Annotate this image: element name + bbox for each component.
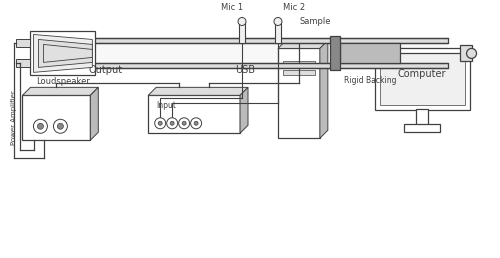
Text: Rigid Backing: Rigid Backing: [344, 76, 396, 85]
Bar: [330, 36, 340, 70]
Circle shape: [54, 119, 68, 133]
Bar: [275, 21, 281, 43]
Polygon shape: [240, 87, 248, 133]
Text: Computer: Computer: [398, 69, 446, 79]
Circle shape: [34, 119, 48, 133]
Text: Input: Input: [156, 101, 176, 110]
Bar: [283, 61, 315, 66]
Circle shape: [178, 118, 190, 129]
Bar: [30, 31, 96, 75]
Bar: [92, 63, 448, 68]
Bar: [380, 53, 464, 105]
Bar: [16, 39, 30, 47]
Circle shape: [154, 118, 166, 129]
Circle shape: [194, 121, 198, 125]
Text: Mic 2: Mic 2: [283, 3, 305, 12]
Circle shape: [466, 49, 476, 58]
Bar: [283, 70, 315, 75]
Text: Sample: Sample: [299, 18, 330, 27]
Circle shape: [158, 121, 162, 125]
Bar: [416, 109, 428, 125]
Bar: [460, 45, 471, 61]
Bar: [16, 59, 30, 67]
Text: Loudspeaker: Loudspeaker: [36, 77, 90, 86]
Bar: [278, 49, 320, 138]
Text: Output: Output: [88, 65, 122, 75]
Circle shape: [182, 121, 186, 125]
Bar: [92, 43, 448, 63]
Circle shape: [166, 118, 177, 129]
Circle shape: [238, 18, 246, 26]
Text: Mic 1: Mic 1: [221, 3, 243, 12]
Text: USB: USB: [235, 65, 255, 75]
Circle shape: [190, 118, 202, 129]
Polygon shape: [44, 44, 92, 62]
Circle shape: [58, 123, 64, 129]
Polygon shape: [22, 87, 99, 95]
Bar: [148, 95, 240, 133]
Circle shape: [38, 123, 44, 129]
Bar: [374, 49, 470, 110]
Circle shape: [274, 18, 282, 26]
Polygon shape: [320, 41, 328, 138]
Bar: [404, 124, 440, 132]
Circle shape: [170, 121, 174, 125]
Polygon shape: [148, 87, 248, 95]
Bar: [92, 38, 448, 43]
Polygon shape: [34, 35, 92, 72]
Polygon shape: [90, 87, 98, 140]
Bar: [340, 43, 400, 63]
Polygon shape: [38, 39, 92, 67]
Text: Power Amplifier: Power Amplifier: [12, 90, 18, 145]
Bar: [239, 21, 245, 43]
Polygon shape: [278, 41, 328, 49]
Bar: [22, 95, 90, 140]
